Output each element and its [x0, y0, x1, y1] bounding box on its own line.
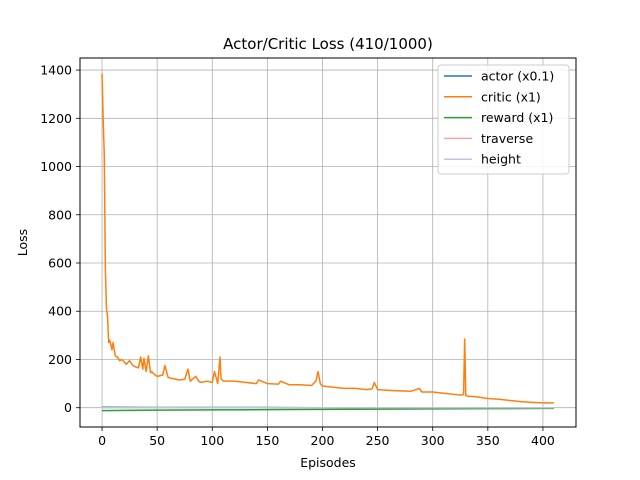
x-tick-label: 0 — [98, 433, 106, 448]
x-axis-title: Episodes — [300, 455, 356, 470]
x-tick-label: 350 — [476, 433, 500, 448]
grid — [80, 58, 576, 427]
series-line-1 — [101, 73, 554, 404]
x-tick-label: 400 — [531, 433, 555, 448]
chart-title: Actor/Critic Loss (410/1000) — [223, 35, 433, 53]
series-lines — [101, 73, 554, 412]
series-line-2 — [102, 407, 554, 412]
y-tick-label: 600 — [48, 256, 72, 271]
x-axis-ticks: 0 50 100 150 200 250 300 350 400 — [98, 427, 555, 448]
legend: actor (x0.1) critic (x1) reward (x1) traver… — [437, 64, 570, 175]
legend-label-2: reward (x1) — [481, 110, 553, 125]
y-tick-label: 1200 — [40, 111, 72, 126]
x-tick-label: 150 — [255, 433, 279, 448]
y-tick-label: 200 — [48, 352, 72, 367]
legend-label-0: actor (x0.1) — [481, 69, 554, 84]
y-tick-label: 0 — [64, 400, 72, 415]
x-tick-label: 250 — [366, 433, 390, 448]
x-tick-label: 300 — [421, 433, 445, 448]
x-tick-label: 100 — [200, 433, 224, 448]
y-axis-title: Loss — [15, 229, 30, 256]
y-tick-label: 800 — [48, 207, 72, 222]
y-tick-label: 400 — [48, 304, 72, 319]
y-tick-label: 1400 — [40, 63, 72, 78]
x-tick-label: 50 — [149, 433, 165, 448]
legend-label-1: critic (x1) — [481, 89, 541, 104]
legend-label-4: height — [481, 152, 521, 167]
legend-box — [437, 64, 570, 175]
legend-label-3: traverse — [481, 131, 533, 146]
plot-frame — [79, 57, 577, 428]
y-tick-label: 1000 — [40, 159, 72, 174]
x-tick-label: 200 — [311, 433, 335, 448]
y-axis-ticks: 0 200 400 600 800 1000 1200 1400 — [40, 63, 80, 415]
